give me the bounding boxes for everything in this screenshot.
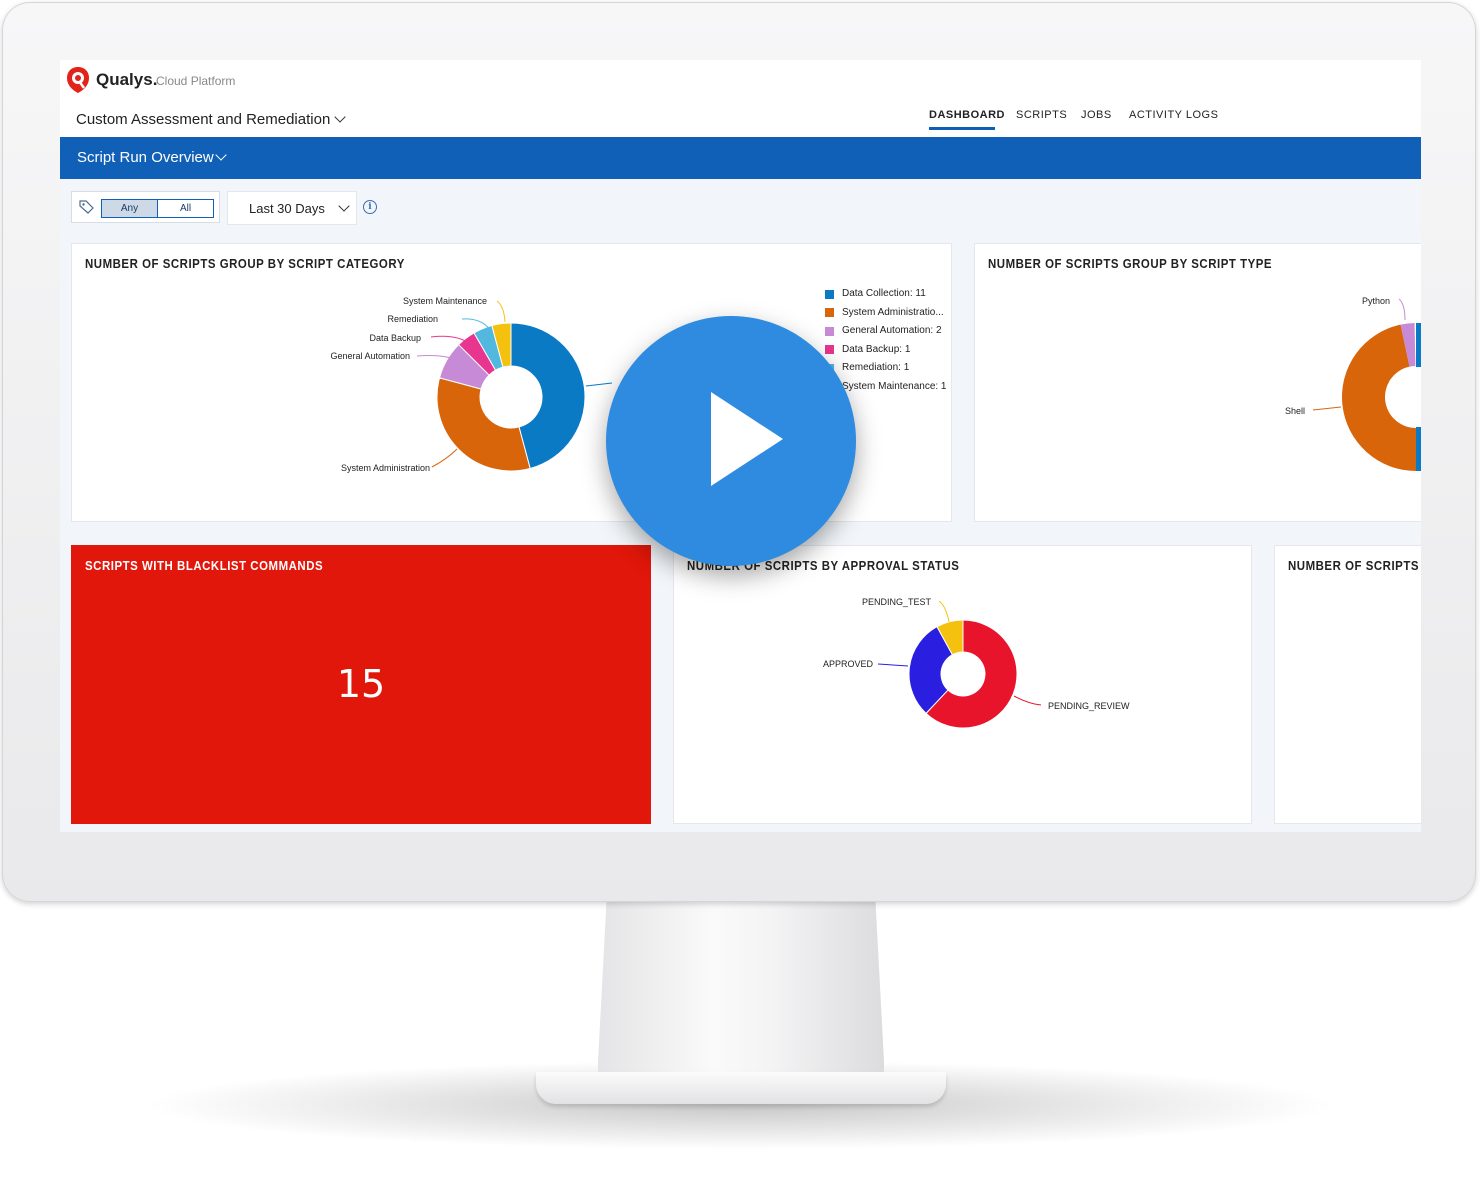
type-slice-other-top[interactable]: [1416, 323, 1421, 367]
card-title: NUMBER OF SCRIPTS GROUP BY SCRIPT TYPE: [988, 256, 1273, 271]
card-title: NUMBER OF SCRIPTS GROUP BY SCRIPT CATEGO…: [85, 256, 405, 271]
app-screen: Qualys. Cloud Platform Custom Assessment…: [60, 60, 1421, 832]
pie-slice-data-collection[interactable]: [510, 322, 586, 470]
legend-swatch: [825, 345, 834, 354]
pie-slice-pending-test[interactable]: [936, 619, 964, 656]
partial-chart-card: NUMBER OF SCRIPTS GR: [1274, 545, 1421, 824]
leader-line-python: [1398, 298, 1406, 321]
slice-label-general-automation: General Automation: [330, 351, 410, 361]
slice-label-approved: APPROVED: [823, 659, 874, 669]
slice-label-python: Python: [1362, 296, 1390, 306]
type-slice-other-bottom[interactable]: [1416, 427, 1421, 471]
tag-any-toggle[interactable]: Any: [101, 199, 158, 218]
app-selector[interactable]: Custom Assessment and Remediation: [76, 111, 331, 128]
legend-swatch: [825, 327, 834, 336]
legend-item[interactable]: System Maintenance: 1: [842, 381, 947, 392]
approval-donut-chart: PENDING_TEST APPROVED PENDING_REVIEW: [823, 597, 1130, 729]
tab-jobs[interactable]: JOBS: [1081, 109, 1112, 121]
legend-item[interactable]: Data Collection: 11: [842, 288, 926, 299]
brand-subtitle: Cloud Platform: [156, 74, 236, 88]
approval-chart-card: NUMBER OF SCRIPTS BY APPROVAL STATUS PEN…: [673, 545, 1252, 824]
card-title: NUMBER OF SCRIPTS GR: [1288, 558, 1421, 573]
brand-name: Qualys.: [96, 70, 158, 89]
tag-icon[interactable]: [79, 200, 95, 214]
pie-slice-system-maintenance[interactable]: [491, 322, 512, 368]
legend-item[interactable]: Data Backup: 1: [842, 344, 911, 355]
legend-item[interactable]: Remediation: 1: [842, 362, 910, 373]
video-play-button[interactable]: [606, 316, 856, 566]
legend-swatch: [825, 290, 834, 299]
slice-label-data-backup: Data Backup: [369, 333, 421, 343]
tag-filter: Any All: [71, 191, 220, 223]
dashboard-selector[interactable]: Script Run Overview: [77, 149, 214, 166]
type-donut-chart: Python Shell: [1285, 296, 1421, 471]
card-title: SCRIPTS WITH BLACKLIST COMMANDS: [85, 558, 324, 573]
leader-line-approved: [877, 663, 909, 667]
dashboard-bar: [60, 137, 1421, 179]
slice-label-shell: Shell: [1285, 406, 1305, 416]
leader-line-pending-test: [938, 600, 950, 623]
slice-label-pending-review: PENDING_REVIEW: [1048, 701, 1130, 711]
category-leader-lines: [416, 300, 613, 468]
tab-activity-logs[interactable]: ACTIVITY LOGS: [1129, 109, 1219, 121]
date-range-select[interactable]: Last 30 Days: [227, 191, 357, 225]
monitor-stand-neck: [598, 900, 884, 1090]
category-donut-chart: System Maintenance Remediation Data Back…: [330, 296, 613, 473]
category-pie: [436, 322, 586, 472]
type-slice-shell[interactable]: [1342, 324, 1416, 471]
leader-line-shell: [1312, 406, 1342, 411]
type-slice-python[interactable]: [1400, 323, 1416, 367]
chevron-down-icon[interactable]: [334, 111, 346, 123]
slice-label-system-administration: System Administration: [341, 463, 430, 473]
chevron-down-icon[interactable]: [338, 200, 350, 212]
pie-slice-system-administration[interactable]: [436, 377, 531, 472]
blacklist-count: 15: [336, 662, 386, 706]
tag-all-toggle[interactable]: All: [157, 199, 214, 218]
blacklist-card[interactable]: SCRIPTS WITH BLACKLIST COMMANDS 15: [71, 545, 651, 824]
active-tab-indicator: [929, 127, 995, 130]
info-icon[interactable]: i: [363, 200, 377, 214]
slice-label-system-maintenance: System Maintenance: [403, 296, 487, 306]
leader-line-pending-review: [1013, 695, 1042, 706]
legend-item[interactable]: General Automation: 2: [842, 325, 942, 336]
pie-slice-approved[interactable]: [908, 625, 954, 715]
tab-scripts[interactable]: SCRIPTS: [1016, 109, 1068, 121]
legend-item[interactable]: System Administratio...: [842, 307, 944, 318]
type-chart-card: NUMBER OF SCRIPTS GROUP BY SCRIPT TYPE P…: [974, 243, 1421, 522]
legend-swatch: [825, 308, 834, 317]
tab-dashboard[interactable]: DASHBOARD: [929, 109, 1005, 121]
top-header: Qualys. Cloud Platform Custom Assessment…: [60, 60, 1421, 137]
qualys-logo-icon: [67, 67, 89, 93]
monitor-stand-base: [536, 1072, 946, 1104]
pie-slice-pending-review[interactable]: [925, 619, 1018, 729]
approval-pie: [908, 619, 1018, 729]
play-icon: [711, 392, 783, 486]
date-range-value: Last 30 Days: [249, 201, 325, 216]
slice-label-remediation: Remediation: [387, 314, 438, 324]
slice-label-pending-test: PENDING_TEST: [862, 597, 932, 607]
